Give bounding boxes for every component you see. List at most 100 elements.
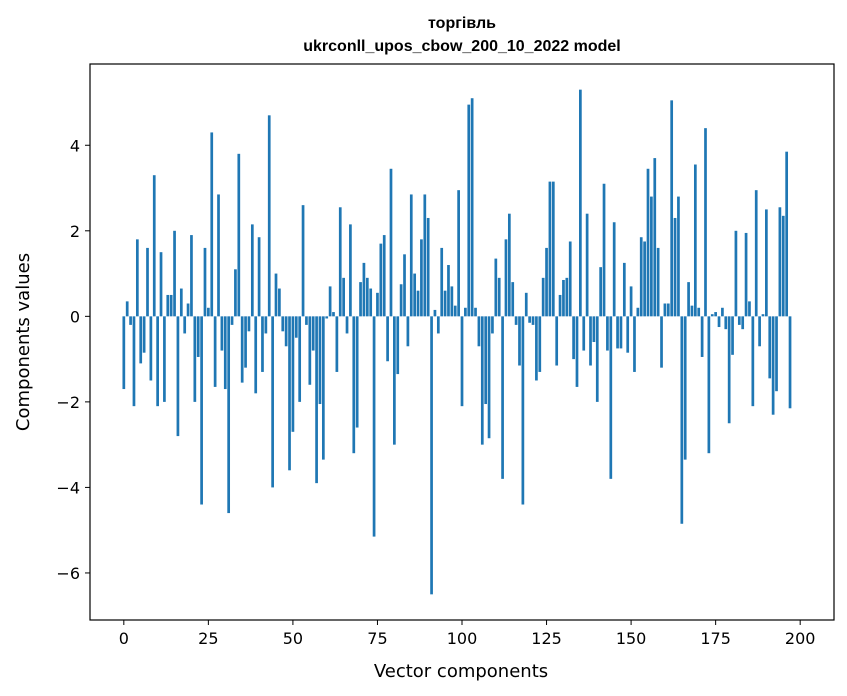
bar-43 <box>267 115 271 317</box>
x-tick-label: 100 <box>447 629 478 648</box>
bar-195 <box>781 215 785 317</box>
bar-54 <box>305 316 308 325</box>
bar-7 <box>146 247 149 317</box>
bar-48 <box>284 316 288 347</box>
bar-85 <box>409 194 413 317</box>
bar-149 <box>626 316 630 353</box>
x-tick-label: 75 <box>367 629 387 648</box>
y-tick-label: 4 <box>70 136 80 155</box>
bar-187 <box>754 190 758 317</box>
bar-84 <box>406 316 410 347</box>
bar-161 <box>666 303 670 317</box>
bar-46 <box>278 288 281 317</box>
y-tick-label: −6 <box>56 564 80 583</box>
bar-73 <box>369 288 373 317</box>
bar-185 <box>748 301 751 317</box>
bar-4 <box>135 239 139 317</box>
bar-11 <box>159 252 163 317</box>
bar-119 <box>524 292 528 317</box>
bar-131 <box>565 277 569 317</box>
bar-19 <box>186 303 190 317</box>
bar-38 <box>250 224 254 317</box>
bar-152 <box>636 307 640 317</box>
bar-126 <box>548 181 552 317</box>
bar-75 <box>376 292 379 317</box>
bar-83 <box>403 254 406 317</box>
bar-69 <box>355 316 359 428</box>
bar-124 <box>541 277 545 317</box>
bar-168 <box>690 305 694 317</box>
bar-106 <box>480 316 484 445</box>
y-axis-label: Components values <box>13 253 34 431</box>
bar-65 <box>342 277 345 317</box>
bar-105 <box>477 316 481 347</box>
bar-88 <box>420 239 423 317</box>
bar-42 <box>264 316 268 334</box>
bar-111 <box>497 277 501 317</box>
bar-94 <box>440 247 444 317</box>
bar-113 <box>504 239 508 317</box>
bar-171 <box>700 316 704 357</box>
bar-22 <box>196 316 200 357</box>
bar-25 <box>207 307 210 317</box>
bar-37 <box>247 316 251 332</box>
bar-114 <box>507 213 511 317</box>
bar-156 <box>650 196 653 317</box>
bar-184 <box>744 232 748 317</box>
bar-164 <box>677 196 680 317</box>
bar-93 <box>436 316 440 334</box>
bar-102 <box>467 104 471 317</box>
bar-44 <box>271 316 274 488</box>
bar-192 <box>771 316 775 415</box>
bar-154 <box>643 241 646 317</box>
bar-14 <box>169 294 173 317</box>
x-tick-label: 25 <box>198 629 218 648</box>
bar-172 <box>704 128 707 317</box>
bar-170 <box>697 307 701 317</box>
bar-108 <box>487 316 491 439</box>
bar-142 <box>602 183 606 317</box>
bar-36 <box>244 316 247 368</box>
bar-139 <box>592 316 596 342</box>
bar-76 <box>379 243 383 317</box>
bar-39 <box>254 316 258 394</box>
bar-24 <box>203 247 207 317</box>
bar-122 <box>535 316 538 381</box>
bar-59 <box>321 316 325 460</box>
y-ticks: −6 −4 −2 0 2 4 <box>56 136 90 583</box>
bar-79 <box>389 168 393 317</box>
bar-86 <box>413 273 417 317</box>
bar-158 <box>656 247 660 317</box>
bars-group <box>122 89 792 595</box>
bar-64 <box>338 207 342 317</box>
bar-18 <box>183 316 187 334</box>
y-tick-label: 2 <box>70 222 80 241</box>
bar-101 <box>464 307 467 317</box>
bar-194 <box>778 207 782 317</box>
bar-97 <box>450 286 454 317</box>
bar-66 <box>345 316 349 334</box>
bar-12 <box>163 316 166 402</box>
bar-174 <box>710 314 714 317</box>
bar-160 <box>663 303 667 317</box>
bar-167 <box>687 282 690 317</box>
bar-98 <box>453 305 457 317</box>
bar-125 <box>545 247 548 317</box>
y-tick-label: −2 <box>56 393 80 412</box>
bar-77 <box>382 235 386 317</box>
bar-2 <box>129 316 132 325</box>
bar-35 <box>240 316 244 383</box>
bar-163 <box>673 217 677 317</box>
bar-128 <box>555 316 559 366</box>
bar-162 <box>670 100 674 317</box>
bar-165 <box>680 316 684 524</box>
bar-3 <box>132 316 136 407</box>
bar-175 <box>714 312 717 317</box>
bar-5 <box>139 316 143 364</box>
bar-134 <box>575 316 579 387</box>
bar-17 <box>179 288 183 317</box>
bar-57 <box>315 316 318 484</box>
bar-92 <box>433 309 437 317</box>
bar-197 <box>788 316 792 409</box>
